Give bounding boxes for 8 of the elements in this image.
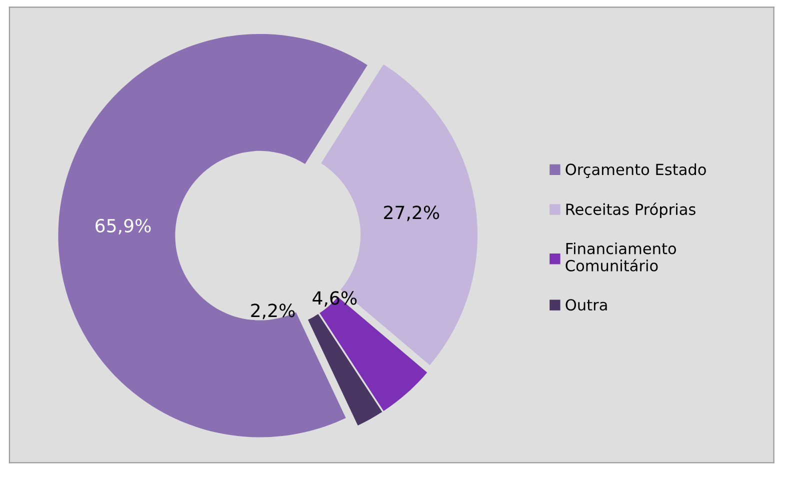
data-label: 65,9% (96, 218, 151, 234)
data-label: 4,6% (312, 291, 357, 307)
legend-label: Receitas Próprias (566, 202, 696, 218)
legend-label: Outra (566, 299, 607, 311)
legend-label: Orçamento Estado (566, 163, 706, 178)
legend-label: Financiamento Comunitário (566, 242, 676, 272)
data-label: 27,2% (384, 206, 440, 222)
data-label: 2,2% (251, 304, 295, 320)
